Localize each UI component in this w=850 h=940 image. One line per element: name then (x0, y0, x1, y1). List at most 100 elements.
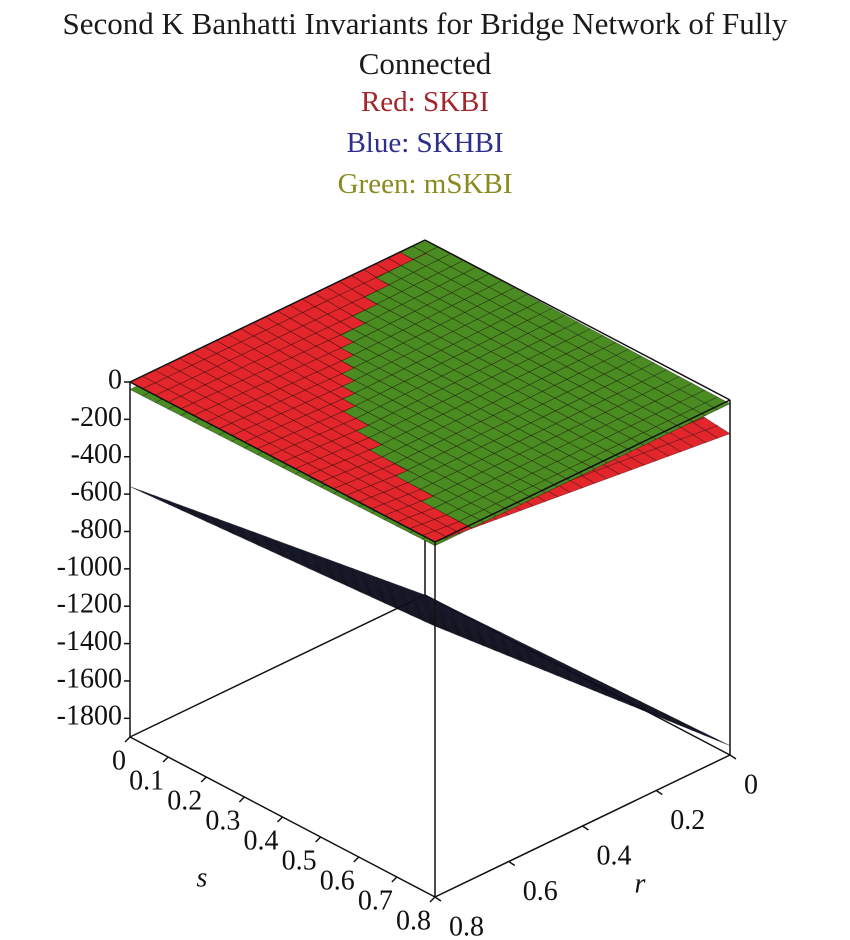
surface-cell (527, 326, 554, 341)
r-tick-label: 0.2 (670, 805, 705, 836)
surface-cell (616, 387, 644, 401)
legend-entry: Red: SKBI (360, 86, 490, 118)
z-tick-label: -800 (71, 514, 122, 545)
z-tick-label: 0 (108, 364, 122, 395)
surface-cell (540, 346, 567, 361)
surface-cell (488, 280, 515, 295)
surface-cell (387, 265, 415, 279)
s-tick (391, 876, 398, 883)
surface-cell (441, 382, 469, 396)
r-axis-label: r (635, 868, 646, 899)
surface-cell (502, 326, 529, 340)
surface-cell (500, 287, 528, 302)
surface-cell (515, 345, 542, 360)
surface-cell (590, 347, 617, 362)
s-tick-label: 0.3 (205, 805, 240, 836)
surface-cell (365, 354, 393, 369)
surface-cell (451, 298, 478, 313)
box-edge (424, 239, 731, 401)
z-tick-label: -400 (71, 439, 122, 470)
surface-cell (427, 336, 455, 351)
s-tick (276, 816, 284, 823)
chart-title: Second K Banhatti Invariants for Bridge … (62, 6, 788, 81)
surface-cell (413, 278, 440, 293)
surface-cell (528, 365, 556, 379)
surface-cell (555, 442, 583, 456)
s-tick (162, 756, 169, 763)
z-tick-label: -1600 (57, 663, 122, 694)
z-tick-label: -1000 (57, 551, 122, 582)
s-tick-label: 0.6 (320, 865, 355, 896)
surface-cell (551, 314, 579, 329)
s-tick-label: 0.2 (167, 785, 202, 816)
r-tick (655, 789, 663, 796)
s-tick (124, 736, 131, 743)
s-tick (200, 776, 207, 783)
surface-cell (478, 363, 506, 378)
surface-cell (530, 441, 558, 456)
z-tick-label: -1800 (57, 701, 122, 732)
surface-cell (603, 367, 631, 382)
surface-cell (439, 330, 467, 345)
surface-cell (654, 407, 682, 422)
s-tick (353, 856, 360, 863)
surface-cell (565, 347, 592, 361)
surface-cell (376, 310, 404, 324)
s-tick-label: 0.4 (244, 825, 279, 856)
surface-cell (554, 404, 582, 418)
r-tick (434, 896, 442, 902)
surface-cell (552, 327, 579, 342)
surface-cell (416, 381, 444, 396)
r-tick (729, 754, 737, 760)
z-tick-label: -1200 (57, 589, 122, 620)
surface-cell (466, 395, 494, 410)
surface-cell (580, 443, 608, 457)
legend-entry: Blue: SKHBI (346, 127, 504, 159)
r-tick-label: 0.8 (449, 911, 484, 940)
box-edge (129, 594, 426, 738)
surface-cell (517, 422, 545, 436)
r-tick-label: 0.4 (597, 840, 632, 871)
box-edge (129, 239, 426, 383)
surface-cell (629, 406, 657, 421)
surface-cell (389, 316, 417, 331)
surface-cell (376, 297, 403, 311)
surface-cell (513, 294, 541, 308)
surface-cell (479, 402, 507, 416)
surface-cell (529, 403, 557, 418)
surface-cell (476, 312, 504, 327)
surface-cell (691, 389, 719, 404)
surface-cell (542, 423, 570, 437)
surface-cell (579, 405, 607, 419)
surface-cell (467, 408, 495, 422)
box-edge (434, 399, 731, 543)
z-tick-label: -600 (71, 477, 122, 508)
surface-cell (414, 330, 442, 345)
surface-cell (475, 273, 503, 288)
s-tick (238, 796, 245, 803)
surface-cell (388, 303, 416, 318)
surface-cell (653, 369, 681, 383)
surface-cell (516, 384, 544, 398)
surfaces (129, 239, 731, 747)
r-tick-label: 0.6 (523, 876, 558, 907)
surface-cell (428, 375, 456, 390)
surface-cell (553, 366, 581, 380)
s-tick (315, 836, 322, 843)
s-tick-label: 0 (112, 745, 126, 776)
z-tick-label: -1400 (57, 626, 122, 657)
legend: Red: SKBI Blue: SKHBI Green: mSKBI (0, 82, 850, 205)
surface-cell (617, 425, 645, 439)
s-tick-label: 0.5 (282, 845, 317, 876)
surface-cell (390, 355, 418, 370)
surface-cell (591, 386, 619, 400)
s-tick-label: 0.7 (358, 885, 393, 916)
surface-cell (477, 351, 505, 365)
legend-entry: Green: mSKBI (337, 168, 513, 200)
s-axis-label: s (197, 862, 208, 893)
r-tick-label: 0 (744, 769, 758, 800)
s-tick-label: 0.1 (129, 765, 164, 796)
surface-cell (452, 324, 479, 339)
